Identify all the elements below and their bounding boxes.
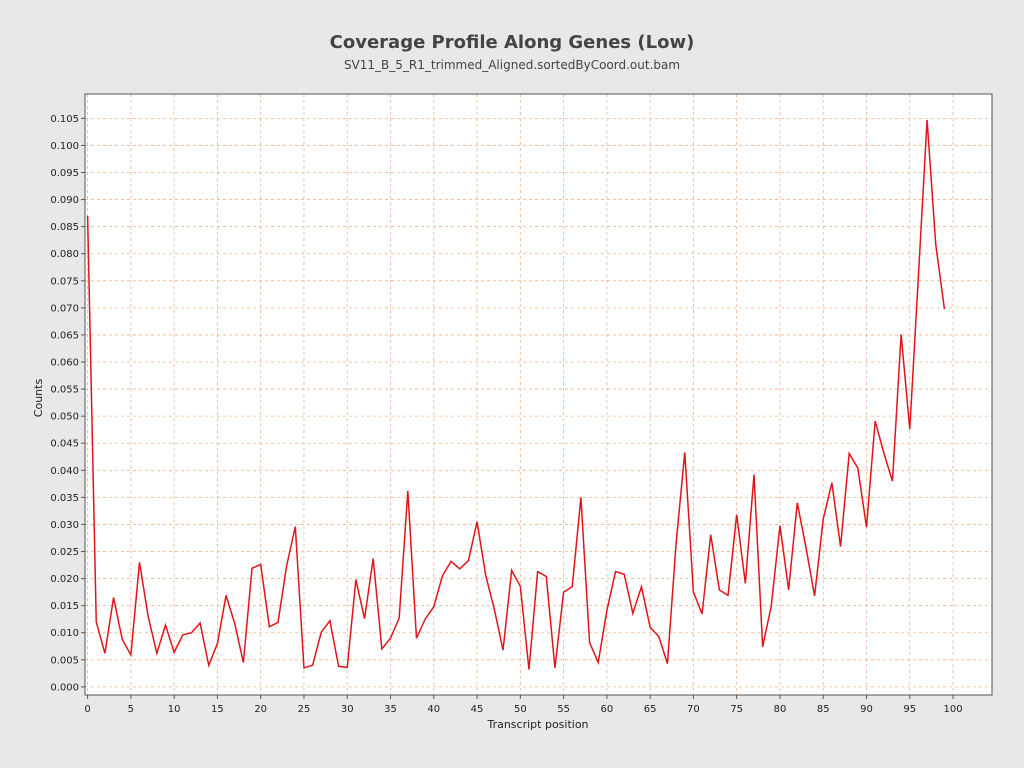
y-tick-label: 0.085 xyxy=(50,222,79,233)
y-tick-label: 0.030 xyxy=(50,520,79,531)
x-tick-label: 25 xyxy=(298,704,311,715)
x-tick-label: 0 xyxy=(84,704,90,715)
y-gridlines xyxy=(85,117,992,688)
x-tick-label: 85 xyxy=(817,704,830,715)
x-tick-label: 75 xyxy=(730,704,743,715)
x-tick-label: 100 xyxy=(944,704,963,715)
x-tick-label: 10 xyxy=(168,704,181,715)
y-tick-label: 0.095 xyxy=(50,168,79,179)
y-tick-label: 0.050 xyxy=(50,412,79,423)
y-tick-label: 0.025 xyxy=(50,547,79,558)
x-tick-label: 5 xyxy=(128,704,134,715)
x-tick-label: 45 xyxy=(471,704,484,715)
x-tick-label: 35 xyxy=(384,704,397,715)
y-tick-label: 0.035 xyxy=(50,493,79,504)
x-axis-ticks: 0 5 10 15 20 25 30 35 40 45 50 55 60 65 70 75 80 85 90 95 10… xyxy=(84,695,963,715)
x-tick-label: 55 xyxy=(557,704,570,715)
y-tick-label: 0.055 xyxy=(50,385,79,396)
plot-area xyxy=(85,94,992,695)
y-tick-label: 0.000 xyxy=(50,682,79,693)
plot-border xyxy=(84,93,993,696)
chart-title: Coverage Profile Along Genes (Low) xyxy=(330,32,695,53)
coverage-series-line xyxy=(86,119,946,670)
y-tick-label: 0.080 xyxy=(50,249,79,260)
y-axis-ticks: 0.000 0.005 0.010 0.015 0.020 0.025 0.030 0.035… xyxy=(50,114,85,693)
x-tick-label: 60 xyxy=(601,704,614,715)
y-tick-label: 0.070 xyxy=(50,303,79,314)
y-tick-label: 0.065 xyxy=(50,330,79,341)
y-axis-label: Counts xyxy=(32,379,45,418)
y-tick-label: 0.100 xyxy=(50,141,79,152)
x-tick-label: 30 xyxy=(341,704,354,715)
x-tick-label: 65 xyxy=(644,704,657,715)
x-tick-label: 20 xyxy=(254,704,267,715)
chart-subtitle: SV11_B_5_R1_trimmed_Aligned.sortedByCoor… xyxy=(344,58,680,72)
y-tick-label: 0.090 xyxy=(50,195,79,206)
y-tick-label: 0.005 xyxy=(50,655,79,666)
y-tick-label: 0.060 xyxy=(50,358,79,369)
y-tick-label: 0.020 xyxy=(50,574,79,585)
x-tick-label: 70 xyxy=(687,704,700,715)
x-tick-label: 90 xyxy=(860,704,873,715)
y-tick-label: 0.015 xyxy=(50,601,79,612)
y-tick-label: 0.105 xyxy=(50,114,79,125)
y-tick-label: 0.075 xyxy=(50,276,79,287)
x-gridlines xyxy=(87,94,954,695)
x-tick-label: 80 xyxy=(774,704,787,715)
x-tick-label: 95 xyxy=(903,704,916,715)
y-tick-label: 0.045 xyxy=(50,439,79,450)
x-tick-label: 15 xyxy=(211,704,224,715)
y-tick-label: 0.010 xyxy=(50,628,79,639)
x-tick-label: 50 xyxy=(514,704,527,715)
x-tick-label: 40 xyxy=(427,704,440,715)
x-axis-label: Transcript position xyxy=(486,718,588,731)
y-tick-label: 0.040 xyxy=(50,466,79,477)
